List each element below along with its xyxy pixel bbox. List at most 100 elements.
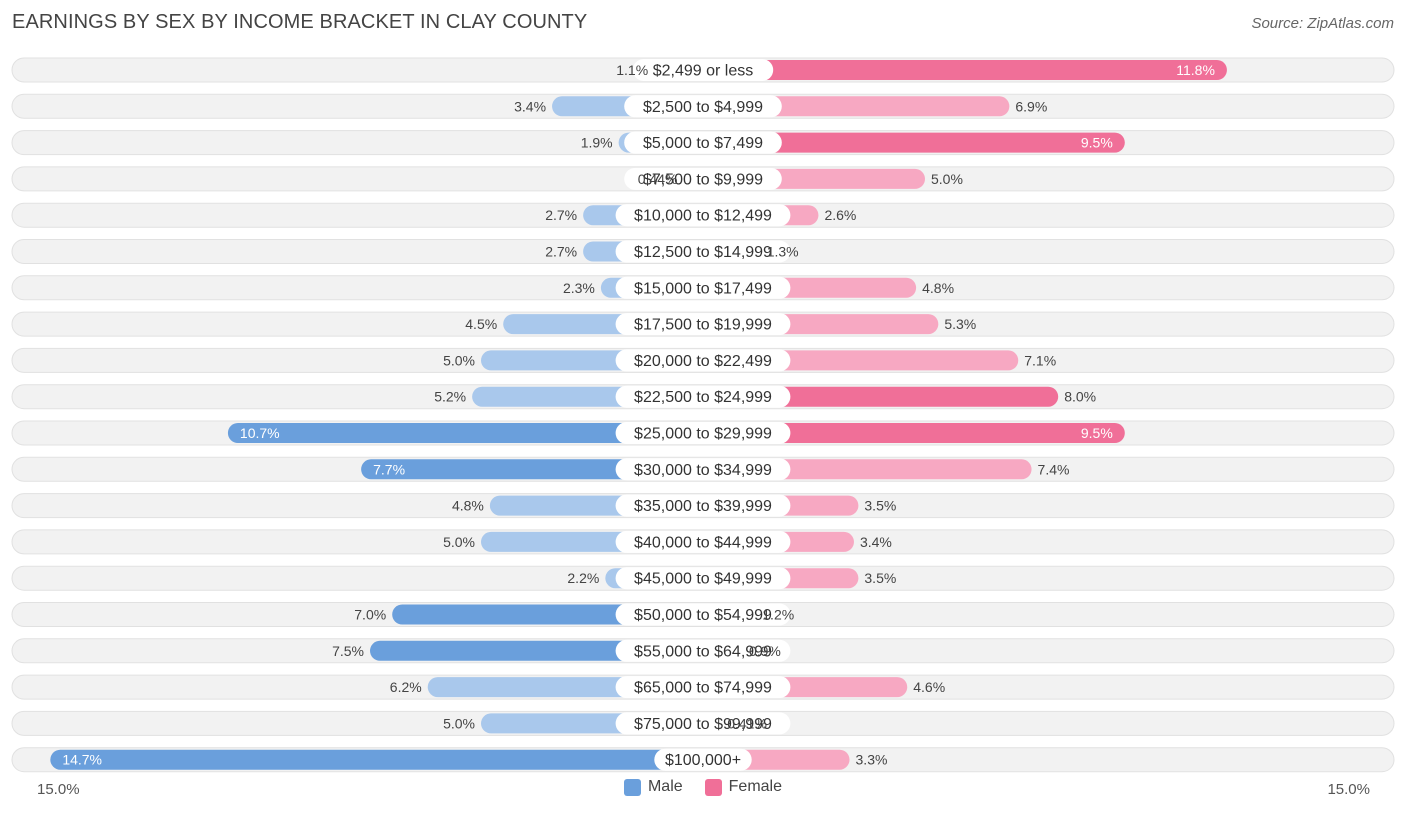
legend-swatch-male [623,778,641,796]
value-label-male: 2.7% [545,244,577,260]
category-label-bg [615,567,791,590]
value-label-male: 10.7% [240,425,280,441]
value-label-female: 0.9% [749,643,781,659]
category-label-bg [615,385,791,408]
value-label-female: 4.6% [913,679,945,695]
value-label-female: 4.8% [922,280,954,296]
chart-row: $55,000 to $64,999 7.5% 0.9% [11,638,1395,664]
value-label-male: 14.7% [62,752,102,768]
category-label: $12,500 to $14,999 [634,244,772,261]
bar-male [227,423,714,443]
value-label-female: 5.0% [931,171,963,187]
category-label-bg [615,204,791,227]
category-label-bg [615,313,791,336]
category-label: $55,000 to $64,999 [634,643,772,660]
value-label-male: 4.5% [465,316,497,332]
chart-row: $15,000 to $17,499 2.3% 4.8% [11,275,1395,301]
value-label-female: 5.3% [944,316,976,332]
category-label-bg [615,530,791,553]
chart-row: $5,000 to $7,499 1.9% 9.5% [11,130,1395,156]
bar-female [693,60,1227,80]
value-label-male: 0.44% [638,171,678,187]
chart-row: $25,000 to $29,999 10.7% 9.5% [11,420,1395,446]
value-label-male: 1.9% [581,135,613,151]
value-label-female: 3.5% [864,570,896,586]
chart-source: Source: ZipAtlas.com [1251,15,1394,32]
chart-row: $35,000 to $39,999 4.8% 3.5% [11,493,1395,519]
category-label: $20,000 to $22,499 [634,353,772,370]
chart-row: $50,000 to $54,999 7.0% 1.2% [11,602,1395,627]
value-label-male: 5.0% [443,352,475,368]
value-label-female: 3.3% [856,752,888,768]
category-label-bg [615,458,791,481]
category-label-bg [615,422,791,444]
category-label: $22,500 to $24,999 [634,389,772,406]
chart-row: $65,000 to $74,999 6.2% 4.6% [11,674,1395,700]
category-label: $65,000 to $74,999 [634,680,772,697]
value-label-male: 2.3% [563,280,595,296]
chart-row: $2,500 to $4,999 3.4% 6.9% [11,93,1395,119]
value-label-male: 4.8% [452,498,484,514]
value-label-female: 8.0% [1064,389,1096,405]
value-label-female: 11.8% [1176,62,1215,78]
category-label: $75,000 to $99,999 [634,716,772,733]
chart-row: $45,000 to $49,999 2.2% 3.5% [11,565,1395,591]
chart-title: EARNINGS BY SEX BY INCOME BRACKET IN CLA… [12,11,588,33]
category-label-bg [615,639,791,662]
value-label-female: 3.5% [864,498,896,514]
category-label-bg [615,676,791,699]
category-label: $45,000 to $49,999 [634,571,772,588]
category-label: $50,000 to $54,999 [634,607,772,624]
value-label-male: 5.0% [443,534,475,550]
category-label-bg [624,95,782,118]
value-label-male: 7.5% [332,643,364,659]
value-label-female: 0.41% [727,715,767,731]
chart-row: $30,000 to $34,999 7.7% 7.4% [11,456,1395,482]
value-label-female: 1.2% [762,607,794,623]
chart-row: $75,000 to $99,999 5.0% 0.41% [11,710,1395,736]
value-label-male: 3.4% [514,98,546,114]
category-label: $10,000 to $12,499 [634,208,772,225]
category-label: $7,500 to $9,999 [643,171,763,188]
value-label-female: 6.9% [1015,98,1047,114]
chart-row: $12,500 to $14,999 2.7% 1.3% [11,239,1395,264]
category-label-bg [615,240,791,263]
legend-label-female: Female [728,778,783,795]
chart-row: $40,000 to $44,999 5.0% 3.4% [11,529,1395,555]
value-label-female: 2.6% [824,207,856,223]
legend: Male Female [0,778,1406,796]
bar-male [50,749,713,770]
chart-row: $17,500 to $19,999 4.5% 5.3% [11,311,1395,337]
bar-female [693,132,1125,153]
axis-left-label: 15.0% [37,781,80,798]
chart-row: $20,000 to $22,499 5.0% 7.1% [11,347,1395,373]
value-label-male: 5.0% [443,715,475,731]
category-label: $2,500 to $4,999 [643,99,763,116]
legend-label-male: Male [647,778,683,795]
category-label: $17,500 to $19,999 [634,317,772,334]
legend-item-male[interactable]: Male [623,778,683,796]
value-label-male: 6.2% [390,679,422,695]
category-label: $100,000+ [665,752,741,769]
category-label-bg [615,349,791,372]
axis-right-label: 15.0% [1327,781,1370,798]
category-label-bg [632,59,774,81]
value-label-female: 9.5% [1081,425,1113,441]
bar-female [693,423,1125,443]
value-label-male: 5.2% [434,389,466,405]
value-label-female: 9.5% [1081,135,1113,151]
category-label: $5,000 to $7,499 [643,135,763,152]
category-label-bg [624,167,782,190]
chart-row: $22,500 to $24,999 5.2% 8.0% [11,384,1395,410]
category-label: $15,000 to $17,499 [634,280,772,297]
category-label-bg [624,131,782,154]
value-label-female: 7.4% [1038,461,1070,477]
value-label-male: 2.7% [545,207,577,223]
legend-item-female[interactable]: Female [704,778,783,796]
category-label-bg [654,748,752,771]
category-label: $35,000 to $39,999 [634,498,772,515]
value-label-female: 1.3% [767,244,799,260]
value-label-female: 7.1% [1024,352,1056,368]
